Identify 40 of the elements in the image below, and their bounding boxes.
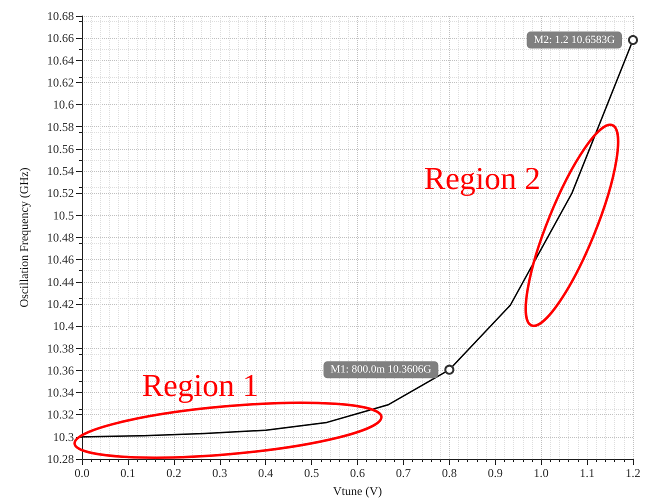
x-tick-label: 0.8: [442, 466, 457, 480]
y-tick-label: 10.44: [47, 274, 74, 289]
y-tick-label: 10.28: [47, 452, 74, 466]
y-tick-label: 10.54: [47, 164, 74, 178]
annotation: M2: 1.2 10.6583G: [534, 34, 616, 46]
x-tick-label: 0.3: [212, 466, 228, 480]
x-tick-label: 0.5: [304, 466, 320, 480]
x-axis-title: Vtune (V): [333, 484, 382, 498]
x-tick-label: 0.9: [488, 466, 503, 480]
y-tick-label: 10.48: [47, 230, 74, 244]
x-tick-label: 0.1: [120, 466, 136, 480]
y-tick-label: 10.38: [47, 341, 74, 356]
y-axis-title: Oscillation Frequency (GHz): [17, 168, 31, 308]
y-tick-label: 10.4: [53, 319, 74, 334]
y-tick-label: 10.3: [53, 430, 74, 444]
y-tick-label: 10.56: [47, 142, 74, 156]
y-tick-label: 10.62: [47, 75, 74, 90]
y-tick-label: 10.6: [53, 98, 74, 112]
y-tick-label: 10.52: [47, 186, 74, 200]
x-tick-label: 1.2: [626, 466, 640, 480]
y-tick-label: 10.36: [47, 363, 74, 378]
y-tick-label: 10.68: [47, 9, 74, 23]
x-tick-label: 0.0: [74, 466, 90, 480]
y-tick-label: 10.32: [47, 408, 74, 422]
x-tick-label: 0.7: [396, 466, 411, 480]
x-tick-label: 1.1: [580, 466, 595, 480]
annotation: M1: 800.0m 10.3606G: [330, 364, 432, 376]
y-tick-label: 10.46: [47, 252, 74, 267]
x-tick-label: 1.0: [534, 466, 549, 480]
x-tick-label: 0.6: [350, 466, 365, 480]
y-tick-label: 10.34: [47, 386, 74, 400]
y-tick-label: 10.5: [53, 208, 74, 222]
annotation: Region 1: [142, 367, 258, 404]
y-tick-label: 10.42: [47, 296, 74, 311]
annotation: Region 2: [424, 160, 540, 197]
x-tick-label: 0.2: [166, 466, 182, 480]
y-tick-label: 10.66: [47, 31, 74, 46]
y-tick-label: 10.64: [47, 53, 74, 68]
x-tick-label: 0.4: [258, 466, 274, 480]
y-tick-label: 10.58: [47, 120, 74, 134]
